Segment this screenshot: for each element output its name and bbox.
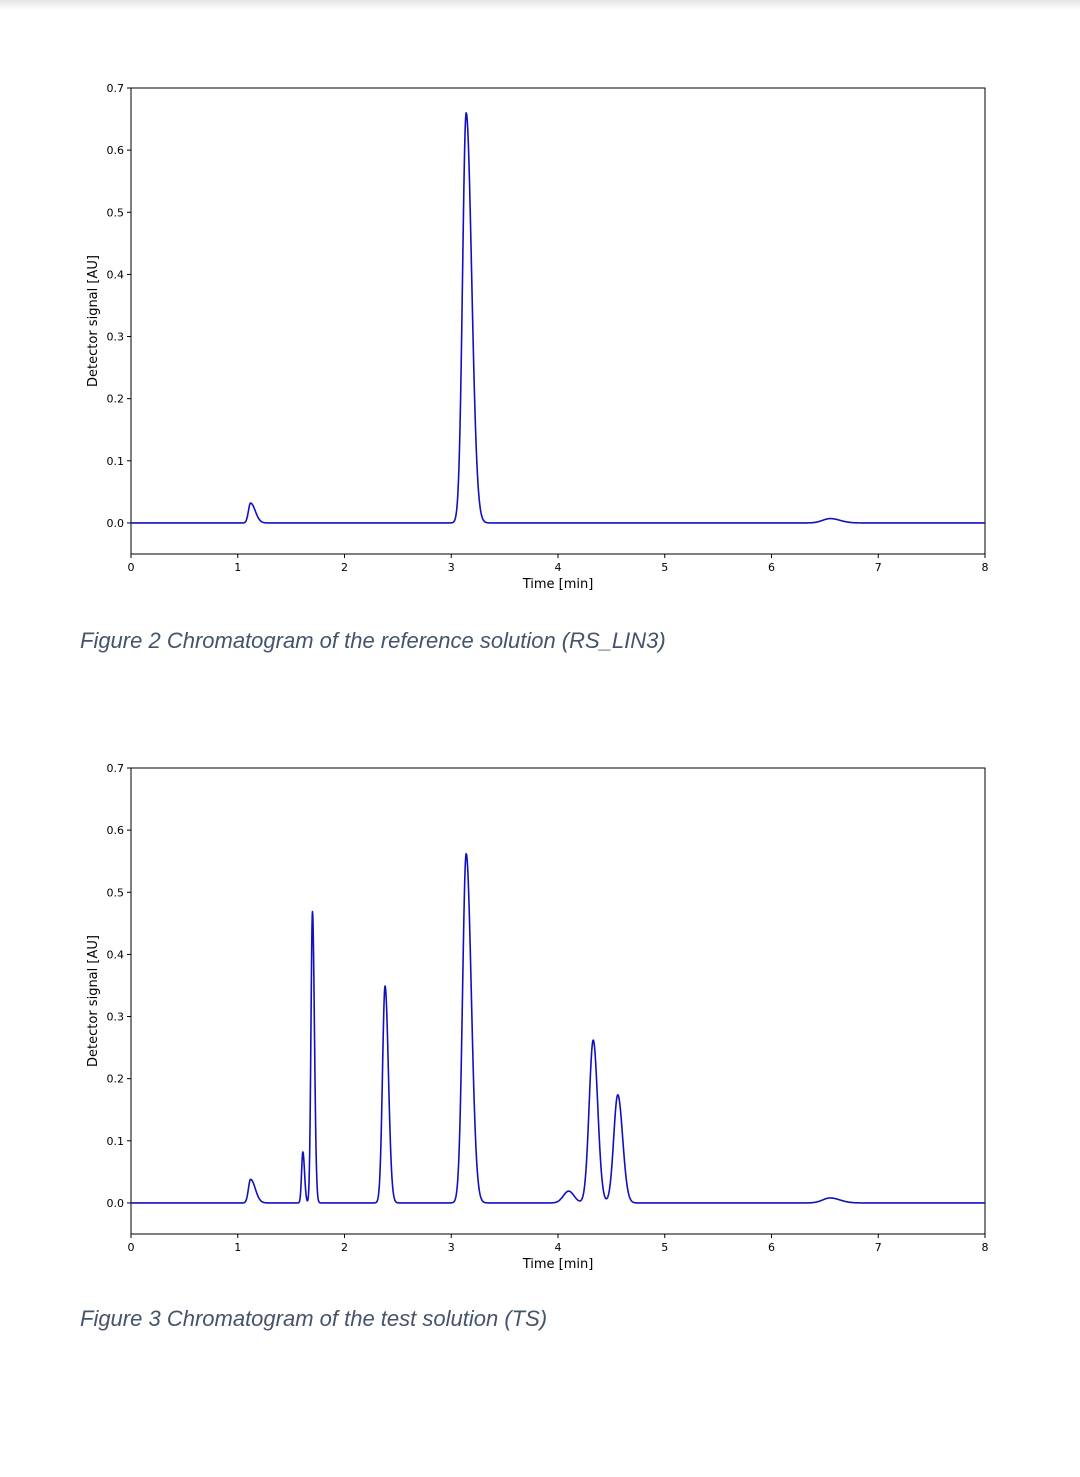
y-tick-label: 0.6 (107, 824, 125, 837)
x-tick-label: 7 (875, 561, 882, 574)
y-tick-label: 0.3 (107, 1011, 125, 1024)
y-tick-label: 0.7 (107, 762, 125, 775)
x-tick-label: 8 (982, 561, 989, 574)
y-tick-label: 0.2 (107, 1073, 125, 1086)
reference-chromatogram-chart: 0.0 0.1 0.2 0.3 0.4 0.5 0.6 0.7 0 1 2 3 4 5 6 7 8 Time [m… (86, 82, 989, 592)
y-axis-label: Detector signal [AU] (86, 935, 101, 1067)
test-chromatogram-chart: 0.0 0.1 0.2 0.3 0.4 0.5 0.6 0.7 0 1 2 3 4 5 6 7 8 Time [m… (86, 762, 989, 1272)
x-tick-label: 7 (875, 1241, 882, 1254)
x-tick-label: 1 (234, 1241, 241, 1254)
plot-frame (130, 767, 986, 1235)
y-tick-label: 0.6 (107, 144, 125, 157)
x-tick-label: 2 (341, 1241, 348, 1254)
y-tick-label: 0.0 (107, 1197, 125, 1210)
x-tick-label: 0 (128, 561, 135, 574)
x-axis-label: Time [min] (522, 577, 594, 592)
figure-2-caption: Figure 2 Chromatogram of the reference s… (80, 628, 666, 653)
y-axis-label: Detector signal [AU] (86, 255, 101, 387)
y-tick-label: 0.1 (107, 455, 125, 468)
x-tick-label: 0 (128, 1241, 135, 1254)
x-tick-label: 6 (768, 1241, 775, 1254)
y-tick-label: 0.4 (107, 268, 125, 281)
x-tick-label: 6 (768, 561, 775, 574)
x-tick-label: 4 (555, 1241, 562, 1254)
plot-frame (130, 87, 986, 555)
x-tick-label: 5 (661, 561, 668, 574)
y-tick-label: 0.2 (107, 393, 125, 406)
y-tick-label: 0.4 (107, 948, 125, 961)
x-tick-label: 5 (661, 1241, 668, 1254)
x-tick-label: 4 (555, 561, 562, 574)
x-tick-label: 3 (448, 1241, 455, 1254)
x-axis-label: Time [min] (522, 1257, 594, 1272)
y-tick-label: 0.1 (107, 1135, 125, 1148)
y-tick-label: 0.5 (107, 886, 125, 899)
x-tick-label: 2 (341, 561, 348, 574)
y-tick-label: 0.3 (107, 331, 125, 344)
x-tick-label: 1 (234, 561, 241, 574)
y-tick-label: 0.0 (107, 517, 125, 530)
x-tick-label: 3 (448, 561, 455, 574)
figure-3-caption: Figure 3 Chromatogram of the test soluti… (80, 1306, 548, 1331)
signal-trace (130, 852, 986, 1204)
page-top-shadow (0, 0, 1080, 10)
y-tick-label: 0.7 (107, 82, 125, 95)
signal-trace (130, 112, 986, 524)
y-tick-label: 0.5 (107, 206, 125, 219)
x-tick-label: 8 (982, 1241, 989, 1254)
